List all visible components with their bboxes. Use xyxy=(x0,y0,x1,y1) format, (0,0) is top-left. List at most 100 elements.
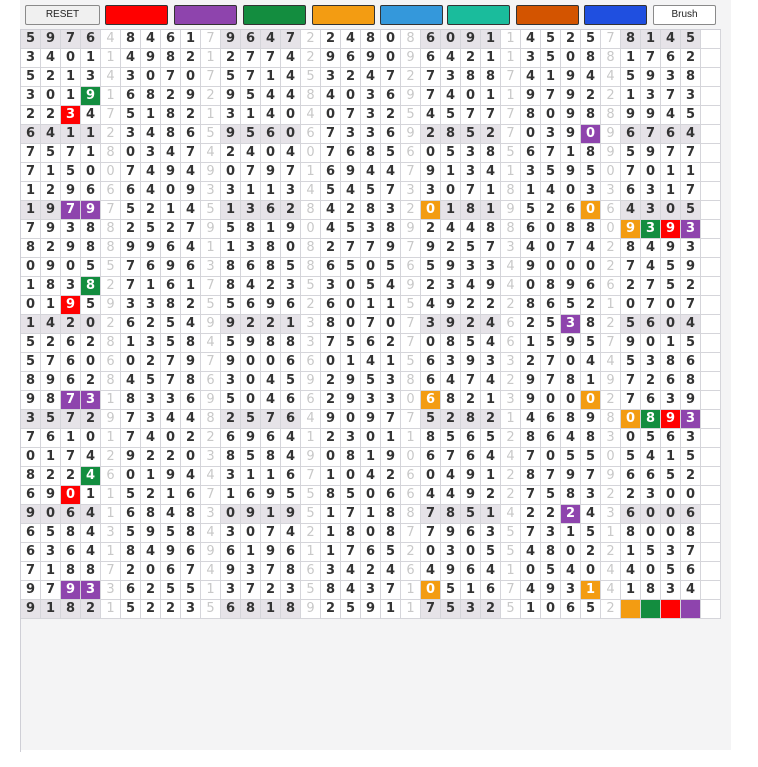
grid-cell[interactable]: 2 xyxy=(541,201,561,220)
grid-cell[interactable]: 9 xyxy=(161,163,181,182)
grid-cell[interactable]: 4 xyxy=(81,467,101,486)
grid-cell[interactable]: 1 xyxy=(361,448,381,467)
grid-cell[interactable]: 4 xyxy=(261,391,281,410)
grid-cell[interactable]: 2 xyxy=(161,448,181,467)
grid-cell[interactable]: 9 xyxy=(581,410,601,429)
grid-cell[interactable]: 7 xyxy=(521,486,541,505)
grid-cell[interactable]: 3 xyxy=(381,372,401,391)
grid-cell[interactable]: 0 xyxy=(341,277,361,296)
grid-cell[interactable]: 1 xyxy=(21,201,41,220)
grid-cell[interactable]: 6 xyxy=(401,258,421,277)
grid-cell[interactable]: 6 xyxy=(181,258,201,277)
grid-cell[interactable]: 0 xyxy=(601,220,621,239)
grid-cell[interactable]: 9 xyxy=(61,182,81,201)
grid-cell[interactable]: 6 xyxy=(101,182,121,201)
grid-cell[interactable]: 0 xyxy=(541,106,561,125)
grid-cell[interactable]: 7 xyxy=(681,296,701,315)
grid-cell[interactable]: 8 xyxy=(61,562,81,581)
grid-cell[interactable]: 4 xyxy=(501,277,521,296)
grid-cell[interactable]: 2 xyxy=(481,486,501,505)
grid-cell[interactable]: 5 xyxy=(81,258,101,277)
grid-cell[interactable]: 3 xyxy=(481,524,501,543)
grid-cell[interactable]: 5 xyxy=(621,315,641,334)
grid-cell[interactable] xyxy=(701,505,721,524)
grid-cell[interactable]: 8 xyxy=(361,30,381,49)
grid-cell[interactable]: 4 xyxy=(201,467,221,486)
swatch-orange[interactable] xyxy=(312,5,375,25)
grid-cell[interactable]: 1 xyxy=(621,581,641,600)
grid-cell[interactable]: 8 xyxy=(321,581,341,600)
grid-cell[interactable]: 1 xyxy=(501,410,521,429)
grid-cell[interactable]: 0 xyxy=(421,144,441,163)
grid-cell[interactable]: 5 xyxy=(461,334,481,353)
grid-cell[interactable]: 2 xyxy=(681,277,701,296)
grid-cell[interactable]: 4 xyxy=(361,467,381,486)
grid-cell[interactable]: 0 xyxy=(141,68,161,87)
grid-cell[interactable]: 6 xyxy=(661,429,681,448)
grid-cell[interactable]: 0 xyxy=(21,258,41,277)
grid-cell[interactable]: 0 xyxy=(81,429,101,448)
grid-cell[interactable]: 9 xyxy=(521,372,541,391)
grid-cell[interactable]: 9 xyxy=(361,49,381,68)
grid-cell[interactable]: 7 xyxy=(321,144,341,163)
grid-cell[interactable]: 6 xyxy=(121,182,141,201)
grid-cell[interactable]: 7 xyxy=(61,448,81,467)
grid-cell[interactable]: 9 xyxy=(41,486,61,505)
grid-cell[interactable]: 5 xyxy=(21,68,41,87)
grid-cell[interactable]: 9 xyxy=(221,562,241,581)
grid-cell[interactable]: 3 xyxy=(381,201,401,220)
grid-cell[interactable]: 5 xyxy=(121,486,141,505)
grid-cell[interactable]: 2 xyxy=(501,429,521,448)
grid-cell[interactable]: 4 xyxy=(361,68,381,87)
grid-cell[interactable]: 2 xyxy=(181,106,201,125)
grid-cell[interactable] xyxy=(701,391,721,410)
grid-cell[interactable]: 2 xyxy=(421,277,441,296)
grid-cell[interactable]: 5 xyxy=(281,372,301,391)
grid-cell[interactable]: 1 xyxy=(521,182,541,201)
grid-cell[interactable]: 3 xyxy=(201,448,221,467)
grid-cell[interactable]: 4 xyxy=(681,315,701,334)
grid-cell[interactable] xyxy=(701,182,721,201)
grid-cell[interactable]: 8 xyxy=(141,87,161,106)
grid-cell[interactable]: 0 xyxy=(241,524,261,543)
grid-cell[interactable]: 2 xyxy=(481,125,501,144)
grid-cell[interactable]: 9 xyxy=(241,429,261,448)
grid-cell[interactable]: 0 xyxy=(561,258,581,277)
grid-cell[interactable]: 5 xyxy=(281,258,301,277)
grid-cell[interactable]: 1 xyxy=(221,239,241,258)
grid-cell[interactable]: 0 xyxy=(81,163,101,182)
grid-cell[interactable]: 2 xyxy=(601,600,621,619)
grid-cell[interactable]: 9 xyxy=(521,391,541,410)
swatch-teal[interactable] xyxy=(447,5,510,25)
grid-cell[interactable]: 5 xyxy=(661,277,681,296)
grid-cell[interactable]: 6 xyxy=(421,49,441,68)
grid-cell[interactable]: 3 xyxy=(81,68,101,87)
grid-cell[interactable]: 8 xyxy=(21,372,41,391)
grid-cell[interactable]: 5 xyxy=(41,410,61,429)
grid-cell[interactable]: 3 xyxy=(601,429,621,448)
grid-cell[interactable]: 1 xyxy=(341,353,361,372)
grid-cell[interactable]: 9 xyxy=(261,163,281,182)
grid-cell[interactable]: 5 xyxy=(361,277,381,296)
grid-cell[interactable]: 6 xyxy=(421,448,441,467)
grid-cell[interactable]: 6 xyxy=(321,258,341,277)
grid-cell[interactable]: 8 xyxy=(141,505,161,524)
grid-cell[interactable]: 9 xyxy=(321,49,341,68)
grid-cell[interactable]: 5 xyxy=(641,429,661,448)
grid-cell[interactable]: 5 xyxy=(301,505,321,524)
grid-cell[interactable]: 5 xyxy=(121,524,141,543)
grid-cell[interactable] xyxy=(701,410,721,429)
grid-cell[interactable]: 8 xyxy=(201,410,221,429)
grid-cell[interactable]: 6 xyxy=(421,391,441,410)
brush-button[interactable]: Brush xyxy=(653,5,716,25)
grid-cell[interactable]: 6 xyxy=(121,581,141,600)
grid-cell[interactable]: 6 xyxy=(401,562,421,581)
grid-cell[interactable]: 1 xyxy=(161,486,181,505)
grid-cell[interactable]: 1 xyxy=(41,562,61,581)
grid-cell[interactable]: 6 xyxy=(641,315,661,334)
grid-cell[interactable]: 9 xyxy=(201,163,221,182)
grid-cell[interactable]: 5 xyxy=(541,562,561,581)
grid-cell[interactable]: 2 xyxy=(441,410,461,429)
grid-cell[interactable]: 0 xyxy=(61,486,81,505)
grid-cell[interactable]: 2 xyxy=(541,505,561,524)
